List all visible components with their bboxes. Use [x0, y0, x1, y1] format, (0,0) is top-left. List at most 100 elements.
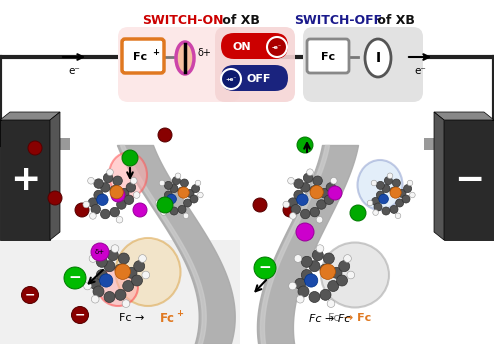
Circle shape	[139, 255, 146, 262]
Circle shape	[283, 203, 297, 217]
Polygon shape	[434, 112, 444, 240]
Circle shape	[221, 69, 241, 89]
Circle shape	[296, 223, 314, 241]
Circle shape	[160, 197, 167, 205]
Circle shape	[115, 289, 126, 300]
Circle shape	[253, 198, 267, 212]
Circle shape	[289, 213, 296, 219]
Circle shape	[310, 185, 320, 195]
Circle shape	[404, 185, 412, 193]
Circle shape	[330, 178, 337, 184]
Circle shape	[316, 216, 323, 223]
Circle shape	[93, 286, 104, 297]
Circle shape	[115, 264, 130, 279]
Circle shape	[195, 180, 201, 186]
Circle shape	[339, 261, 350, 272]
Circle shape	[294, 255, 302, 262]
Circle shape	[184, 199, 192, 207]
Circle shape	[100, 209, 110, 219]
Text: −: −	[25, 289, 35, 301]
Circle shape	[296, 295, 304, 303]
Circle shape	[94, 190, 103, 200]
Circle shape	[410, 192, 415, 198]
Circle shape	[178, 205, 186, 213]
Circle shape	[122, 150, 138, 166]
FancyBboxPatch shape	[221, 65, 288, 91]
Circle shape	[328, 186, 342, 200]
Circle shape	[75, 203, 89, 217]
Circle shape	[165, 191, 172, 199]
Circle shape	[142, 271, 150, 279]
Circle shape	[254, 257, 276, 279]
Circle shape	[283, 201, 289, 208]
Circle shape	[331, 267, 342, 278]
Text: Fc: Fc	[133, 52, 147, 62]
Text: +e⁻: +e⁻	[225, 76, 237, 82]
Text: OFF: OFF	[247, 74, 271, 84]
Circle shape	[347, 271, 355, 279]
Ellipse shape	[98, 268, 138, 306]
FancyBboxPatch shape	[221, 33, 288, 59]
Ellipse shape	[321, 243, 389, 308]
Circle shape	[134, 261, 145, 272]
Circle shape	[295, 278, 306, 289]
Polygon shape	[0, 112, 60, 120]
Circle shape	[324, 195, 334, 204]
Circle shape	[28, 141, 42, 155]
Circle shape	[384, 176, 392, 185]
Circle shape	[111, 188, 125, 202]
Text: → Fc: → Fc	[340, 313, 371, 323]
Text: −: −	[454, 163, 484, 197]
Circle shape	[390, 205, 398, 213]
Circle shape	[48, 191, 62, 205]
Circle shape	[107, 250, 118, 261]
Text: +: +	[152, 47, 159, 56]
Circle shape	[104, 261, 115, 272]
Text: Fc: Fc	[328, 313, 340, 323]
Circle shape	[398, 190, 406, 197]
Circle shape	[158, 128, 172, 142]
Text: e⁻: e⁻	[68, 66, 80, 76]
Circle shape	[310, 185, 323, 199]
Circle shape	[165, 181, 172, 190]
Circle shape	[294, 190, 303, 200]
Ellipse shape	[358, 160, 403, 210]
Circle shape	[309, 261, 320, 272]
Circle shape	[298, 286, 309, 297]
Circle shape	[313, 176, 323, 185]
Circle shape	[157, 197, 173, 213]
Text: Fc: Fc	[321, 52, 335, 62]
Text: δ+: δ+	[197, 48, 211, 58]
Text: Fc →: Fc →	[119, 313, 148, 323]
Circle shape	[110, 207, 120, 217]
Circle shape	[267, 37, 287, 57]
Circle shape	[118, 253, 129, 264]
Circle shape	[288, 198, 298, 207]
Circle shape	[103, 173, 113, 183]
Circle shape	[123, 280, 134, 291]
Circle shape	[122, 300, 130, 308]
FancyBboxPatch shape	[303, 27, 423, 102]
Circle shape	[371, 180, 377, 186]
Circle shape	[294, 179, 303, 189]
Circle shape	[22, 287, 39, 303]
Circle shape	[120, 189, 129, 198]
Circle shape	[83, 201, 89, 208]
Circle shape	[88, 198, 98, 207]
Circle shape	[91, 243, 109, 261]
FancyBboxPatch shape	[215, 27, 295, 102]
Ellipse shape	[116, 238, 180, 306]
Circle shape	[91, 295, 99, 303]
Circle shape	[333, 192, 340, 198]
Circle shape	[87, 178, 94, 184]
Circle shape	[336, 275, 347, 286]
Circle shape	[107, 169, 113, 175]
Text: of XB: of XB	[218, 14, 260, 27]
Text: ON: ON	[233, 42, 251, 52]
Polygon shape	[255, 145, 424, 240]
Circle shape	[390, 187, 398, 195]
Circle shape	[323, 253, 334, 264]
FancyBboxPatch shape	[118, 27, 240, 102]
Ellipse shape	[109, 152, 147, 197]
Circle shape	[309, 291, 320, 302]
